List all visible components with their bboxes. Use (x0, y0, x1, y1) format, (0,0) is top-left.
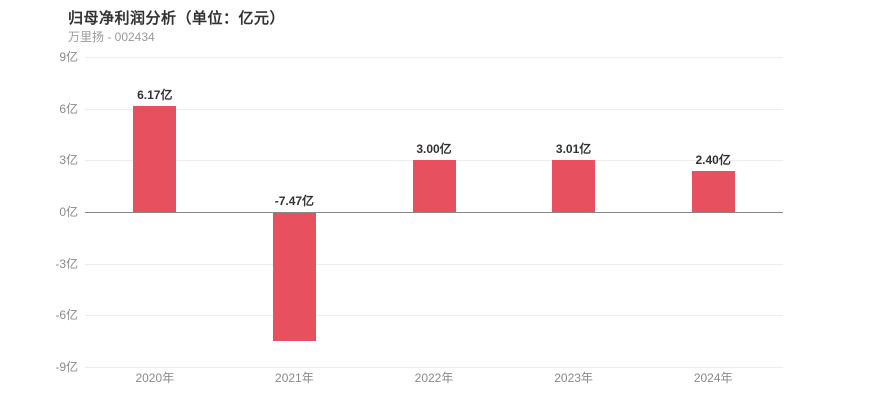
bar-2020年 (133, 105, 177, 212)
x-tick-label: 2020年 (135, 371, 175, 385)
gridline (85, 315, 783, 317)
y-tick-label: 9亿 (59, 50, 78, 65)
bar-2024年 (691, 170, 735, 212)
y-tick-label: 6亿 (59, 101, 78, 116)
bar-value-label: 6.17亿 (137, 87, 173, 102)
bar-2023年 (552, 160, 596, 212)
gridline (85, 108, 783, 110)
chart-title: 归母净利润分析（单位：亿元） (68, 10, 286, 27)
chart-subtitle: 万里扬 - 002434 (68, 30, 155, 44)
y-tick-label: -9亿 (55, 359, 78, 374)
bar-value-label: -7.47亿 (274, 194, 315, 208)
x-tick-label: 2021年 (275, 371, 314, 385)
zero-axis-line (85, 212, 783, 213)
bar-value-label: 3.00亿 (416, 142, 452, 157)
gridline (85, 57, 783, 59)
bar-2021年 (272, 213, 316, 342)
x-tick-label: 2024年 (693, 371, 733, 385)
bar-2022年 (412, 160, 456, 212)
gridline (85, 366, 783, 368)
y-tick-label: -3亿 (55, 256, 78, 271)
y-tick-label: -6亿 (55, 308, 78, 323)
gridline (85, 263, 783, 265)
x-tick-label: 2022年 (414, 371, 454, 385)
bar-value-label: 3.01亿 (555, 142, 592, 157)
x-tick-label: 2023年 (554, 371, 593, 385)
y-tick-label: 0亿 (59, 205, 78, 219)
bar-value-label: 2.40亿 (695, 152, 731, 167)
y-tick-label: 3亿 (59, 153, 78, 168)
